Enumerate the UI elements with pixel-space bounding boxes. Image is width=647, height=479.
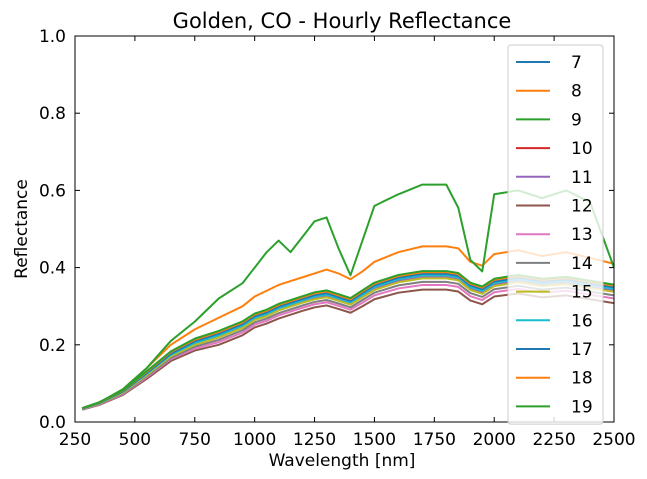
- x-tick-label: 1500: [353, 430, 396, 450]
- series-line-13: [81, 283, 614, 411]
- y-tick-label: 0.8: [39, 104, 66, 124]
- legend-label-9: 9: [571, 110, 582, 130]
- series-line-19: [81, 270, 614, 410]
- x-axis-label: Wavelength [nm]: [269, 451, 416, 471]
- legend-label-7: 7: [571, 53, 582, 73]
- legend-label-14: 14: [571, 254, 593, 274]
- x-tick-label: 500: [119, 430, 151, 450]
- series-line-17: [81, 272, 614, 410]
- x-tick-label: 2250: [532, 430, 575, 450]
- axes-frame: [74, 35, 615, 423]
- y-tick-label: 1.0: [39, 27, 66, 47]
- legend-label-11: 11: [571, 168, 593, 188]
- series-line-16: [81, 274, 614, 410]
- legend-label-18: 18: [571, 369, 593, 389]
- x-tick-label: 1750: [413, 430, 456, 450]
- legend-label-15: 15: [571, 283, 593, 303]
- legend-label-8: 8: [571, 82, 582, 102]
- x-tick-label: 750: [179, 430, 211, 450]
- legend-label-16: 16: [571, 311, 593, 331]
- series-layer: [81, 183, 614, 411]
- legend-label-19: 19: [571, 397, 593, 417]
- x-tick-label: 250: [59, 430, 91, 450]
- y-axis-label: Reflectance: [12, 179, 32, 279]
- series-line-15: [81, 277, 614, 410]
- legend: 7 8 9 10 11 12 13 14 15 16 17 18 19: [507, 44, 604, 425]
- x-tick-label: 2500: [592, 430, 635, 450]
- legend-label-12: 12: [571, 197, 593, 217]
- legend-box: [507, 44, 604, 425]
- legend-label-17: 17: [571, 340, 593, 360]
- y-tick-label: 0.0: [39, 413, 66, 433]
- chart-title: Golden, CO - Hourly Reflectance: [173, 9, 512, 33]
- x-tick-label: 1250: [293, 430, 336, 450]
- plot-area: [81, 183, 614, 411]
- y-tick-label: 0.6: [39, 181, 66, 201]
- series-line-8: [81, 245, 614, 410]
- y-tick-label: 0.2: [39, 336, 66, 356]
- x-tick-label: 1000: [233, 430, 276, 450]
- x-tick-label: 2000: [473, 430, 516, 450]
- series-line-12: [81, 288, 614, 411]
- series-line-14: [81, 280, 614, 410]
- axes-layer: 250 500 750 1000 1250 1500 1750 2000 2250 2500 0.0…: [39, 27, 636, 450]
- legend-label-10: 10: [571, 139, 593, 159]
- y-tick-label: 0.4: [39, 259, 66, 279]
- series-line-9: [81, 183, 614, 410]
- legend-label-13: 13: [571, 225, 593, 245]
